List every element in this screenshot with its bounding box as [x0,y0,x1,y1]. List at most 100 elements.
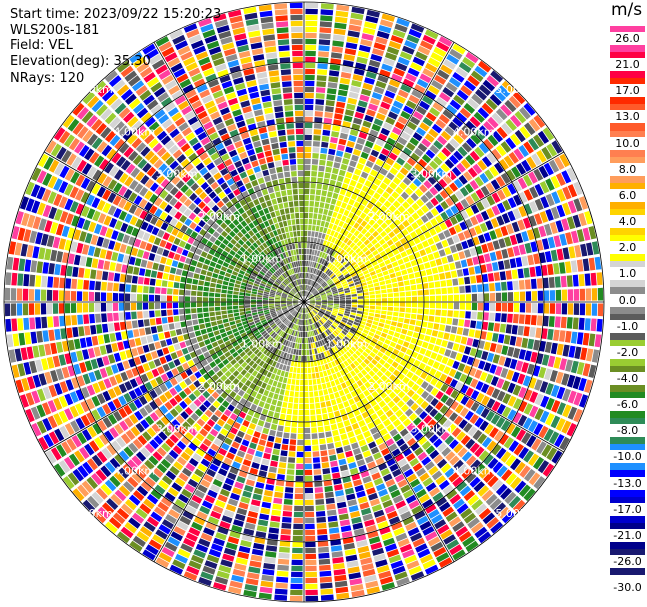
gate [422,95,434,106]
gate [425,531,438,542]
gate [280,358,286,364]
gate [315,298,321,301]
gate [486,398,496,409]
gate [391,73,403,83]
gate [514,461,526,475]
gate [111,440,122,452]
gate [253,456,262,464]
gate [410,231,418,239]
gate [107,192,117,203]
gate [90,269,97,279]
gate [105,366,114,376]
gate [360,361,367,368]
gate [416,127,427,137]
gate [280,304,287,306]
gate [387,484,398,493]
gate [334,302,340,304]
gate [202,438,212,447]
gate [375,290,381,295]
gate [385,409,394,418]
gate [539,410,550,423]
gate [287,298,293,301]
gate [500,420,511,432]
gate [179,400,188,410]
gate [330,314,337,318]
gate [364,77,375,85]
gate [466,137,477,149]
gate [328,223,334,229]
gate [325,241,331,248]
gate [353,237,360,244]
gate [417,290,423,296]
gate [320,196,326,203]
gate [386,315,392,321]
gate [58,181,69,194]
gate [234,481,244,490]
gate [357,225,364,232]
gate [556,188,566,202]
gate [173,253,181,261]
gate [446,104,458,115]
gate [510,133,521,146]
gate [408,565,422,576]
gate [355,257,362,263]
gate [375,298,382,302]
gate [496,390,506,402]
gate [175,221,183,230]
gate [528,472,541,486]
gate [4,287,11,301]
gate [508,151,519,164]
gate [301,344,304,350]
gate [268,302,274,304]
gate [500,172,511,184]
gate [496,202,506,214]
gate [297,313,300,318]
gate [334,580,348,588]
gate [8,349,17,363]
gate [290,433,297,439]
gate [312,274,316,280]
gate [441,340,448,348]
gate [236,276,243,282]
gate [58,395,68,408]
gate [434,225,442,234]
gate [497,260,505,270]
gate [400,84,412,93]
gate [512,91,526,105]
gate [536,441,547,454]
gate [120,222,129,233]
gate [449,379,458,388]
gate [302,332,304,338]
gate [327,88,337,95]
gate [585,303,592,316]
gate [411,290,417,296]
gate [154,341,162,350]
gate [188,500,200,510]
gate [146,371,154,380]
gate [157,366,165,375]
gate [546,143,558,157]
gate [139,354,147,364]
gate [91,454,103,467]
gate [315,306,320,309]
gate [230,492,240,501]
gate [567,406,578,420]
gate [281,522,292,529]
gate [323,227,328,234]
gate [396,17,410,27]
gate [120,433,131,445]
gate [365,140,374,149]
gate [246,572,260,580]
gate [6,256,14,270]
gate [356,217,364,225]
gate [342,476,351,483]
gate [516,429,527,441]
gate [308,379,313,386]
gate [246,387,253,395]
gate [25,392,35,406]
gate [56,444,67,458]
gate [309,355,313,361]
gate [555,172,566,186]
gate [424,133,435,143]
gate [357,347,364,354]
